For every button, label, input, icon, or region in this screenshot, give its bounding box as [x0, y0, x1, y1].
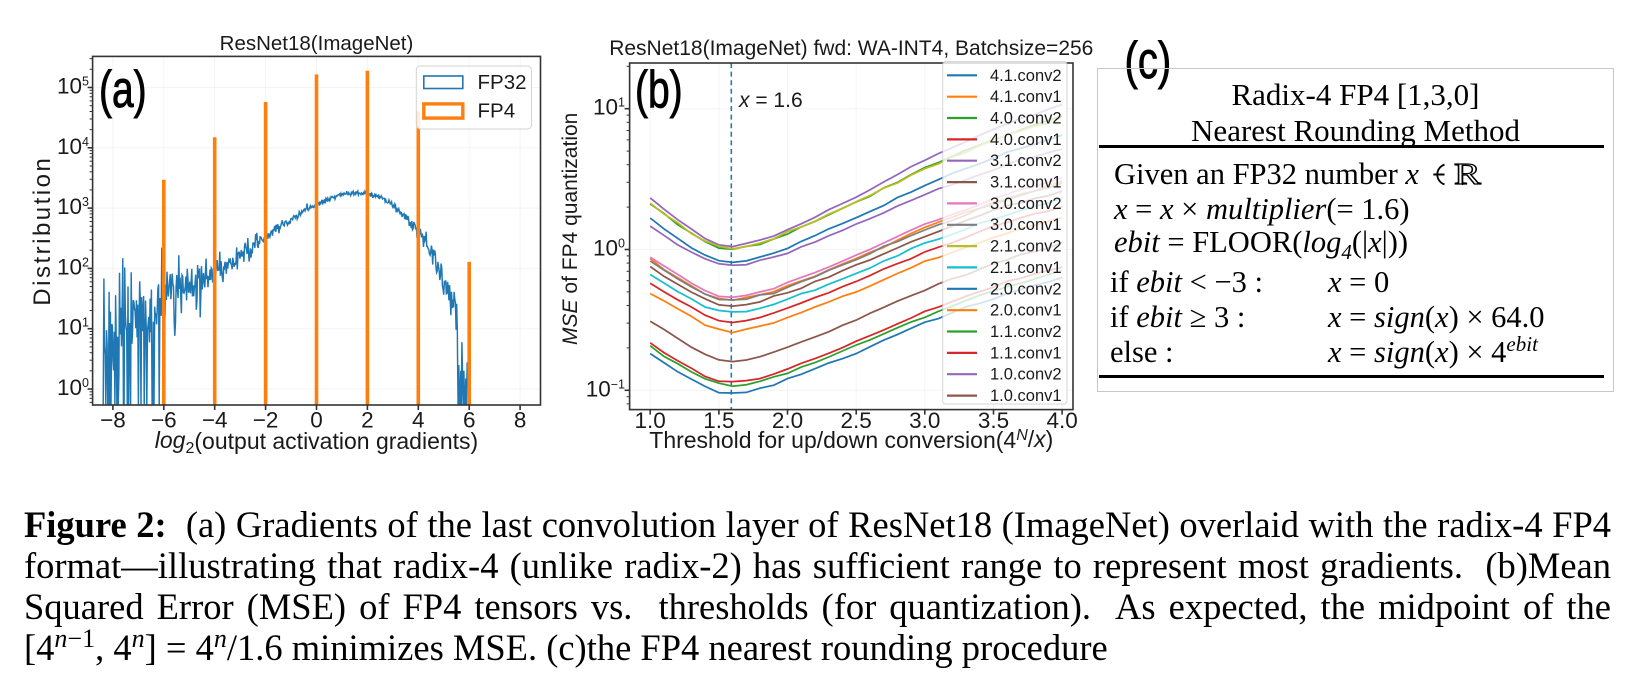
svg-text:4: 4: [412, 408, 425, 433]
svg-text:−2: −2: [253, 408, 279, 433]
svg-text:2.0.conv2: 2.0.conv2: [990, 280, 1062, 298]
svg-text:3.1.conv1: 3.1.conv1: [990, 174, 1062, 192]
svg-text:3.5: 3.5: [978, 408, 1009, 433]
svg-text:FP4: FP4: [478, 100, 516, 123]
svg-text:1.0: 1.0: [635, 408, 666, 433]
svg-text:ResNet18(ImageNet): ResNet18(ImageNet): [220, 32, 414, 55]
svg-text:1.0.conv2: 1.0.conv2: [990, 366, 1062, 384]
svg-text:3.0: 3.0: [909, 408, 940, 433]
svg-text:2.1.conv2: 2.1.conv2: [990, 238, 1062, 256]
svg-text:2.1.conv1: 2.1.conv1: [990, 259, 1062, 277]
svg-text:(c): (c): [1125, 31, 1172, 89]
svg-text:3.0.conv2: 3.0.conv2: [990, 195, 1062, 213]
svg-text:10−1: 10−1: [586, 376, 625, 401]
svg-text:ResNet18(ImageNet) fwd: WA-INT: ResNet18(ImageNet) fwd: WA-INT4, Batchsi…: [609, 37, 1093, 60]
svg-text:1.1.conv1: 1.1.conv1: [990, 344, 1062, 362]
svg-text:2.0: 2.0: [772, 408, 803, 433]
svg-text:FP32: FP32: [478, 71, 527, 94]
svg-text:2: 2: [361, 408, 374, 433]
svg-text:log2(output activation gradien: log2(output activation gradients): [155, 427, 478, 457]
svg-text:x = 1.6: x = 1.6: [738, 89, 803, 112]
svg-text:0: 0: [310, 408, 323, 433]
svg-text:100: 100: [593, 236, 625, 261]
svg-text:2.5: 2.5: [841, 408, 872, 433]
svg-text:1.0.conv1: 1.0.conv1: [990, 387, 1062, 405]
svg-text:3.1.conv2: 3.1.conv2: [990, 152, 1062, 170]
svg-text:MSE of FP4 quantization: MSE of FP4 quantization: [559, 113, 582, 345]
svg-text:101: 101: [593, 95, 625, 120]
svg-text:−8: −8: [100, 408, 126, 433]
svg-text:8: 8: [514, 408, 527, 433]
svg-text:Threshold for up/down conversi: Threshold for up/down conversion(4N/x): [649, 426, 1053, 453]
svg-text:101: 101: [57, 315, 89, 340]
svg-text:1.5: 1.5: [703, 408, 734, 433]
svg-text:4.0.conv1: 4.0.conv1: [990, 131, 1062, 149]
svg-text:4.0: 4.0: [1046, 408, 1077, 433]
svg-text:104: 104: [57, 134, 89, 159]
svg-text:100: 100: [57, 375, 89, 400]
svg-text:(a): (a): [99, 59, 147, 118]
svg-text:(b): (b): [635, 59, 683, 118]
svg-text:4.1.conv1: 4.1.conv1: [990, 88, 1062, 106]
svg-text:102: 102: [57, 254, 89, 279]
svg-text:2.0.conv1: 2.0.conv1: [990, 302, 1062, 320]
svg-text:3.0.conv1: 3.0.conv1: [990, 216, 1062, 234]
svg-text:−4: −4: [202, 408, 228, 433]
svg-text:Distribution: Distribution: [29, 156, 56, 306]
svg-text:103: 103: [57, 194, 89, 219]
svg-text:4.1.conv2: 4.1.conv2: [990, 67, 1062, 85]
svg-text:−6: −6: [151, 408, 177, 433]
svg-text:6: 6: [463, 408, 476, 433]
svg-text:105: 105: [57, 74, 89, 99]
svg-text:1.1.conv2: 1.1.conv2: [990, 323, 1062, 341]
svg-text:4.0.conv2: 4.0.conv2: [990, 110, 1062, 128]
